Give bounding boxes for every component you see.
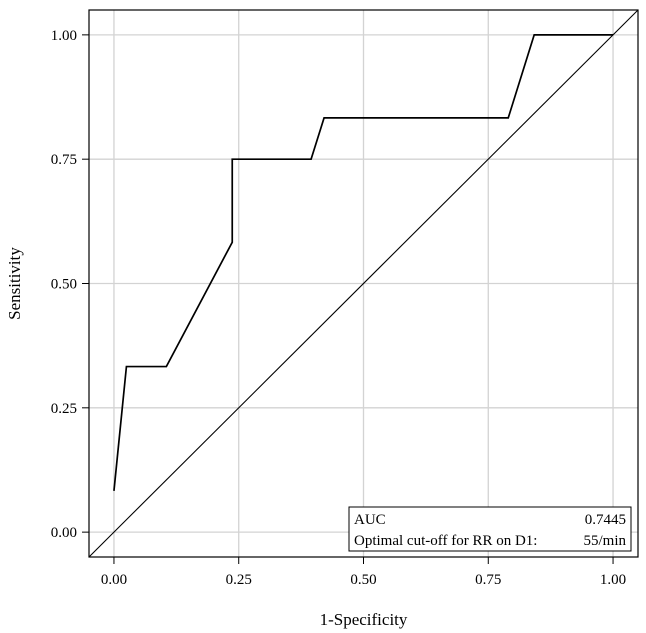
legend-auc-value: 0.7445: [585, 512, 626, 528]
legend-cutoff-label: Optimal cut-off for RR on D1:: [354, 533, 537, 549]
x-tick-label-1: 0.25: [226, 572, 252, 588]
legend-cutoff-value: 55/min: [583, 533, 626, 549]
y-tick-label-0: 0.00: [51, 525, 77, 541]
x-axis: 0.00 0.25 0.50 0.75 1.00: [101, 557, 626, 588]
x-axis-title: 1-Specificity: [320, 610, 408, 629]
y-tick-label-3: 0.75: [51, 152, 77, 168]
series-layer: [88, 9, 639, 558]
x-tick-label-2: 0.50: [350, 572, 376, 588]
reference-diagonal-line: [88, 9, 639, 558]
legend-auc-label: AUC: [354, 512, 386, 528]
x-tick-label-3: 0.75: [475, 572, 501, 588]
legend-box: AUC 0.7445 Optimal cut-off for RR on D1:…: [348, 506, 632, 552]
x-tick-label-4: 1.00: [600, 572, 626, 588]
y-tick-label-1: 0.25: [51, 401, 77, 417]
legend-frame: [348, 506, 632, 552]
y-tick-label-2: 0.50: [51, 277, 77, 293]
y-axis: 0.00 0.25 0.50 0.75 1.00: [51, 28, 89, 541]
y-tick-label-4: 1.00: [51, 28, 77, 44]
roc-curve-line: [113, 34, 614, 491]
x-tick-label-0: 0.00: [101, 572, 127, 588]
y-axis-title: Sensitivity: [5, 247, 24, 320]
